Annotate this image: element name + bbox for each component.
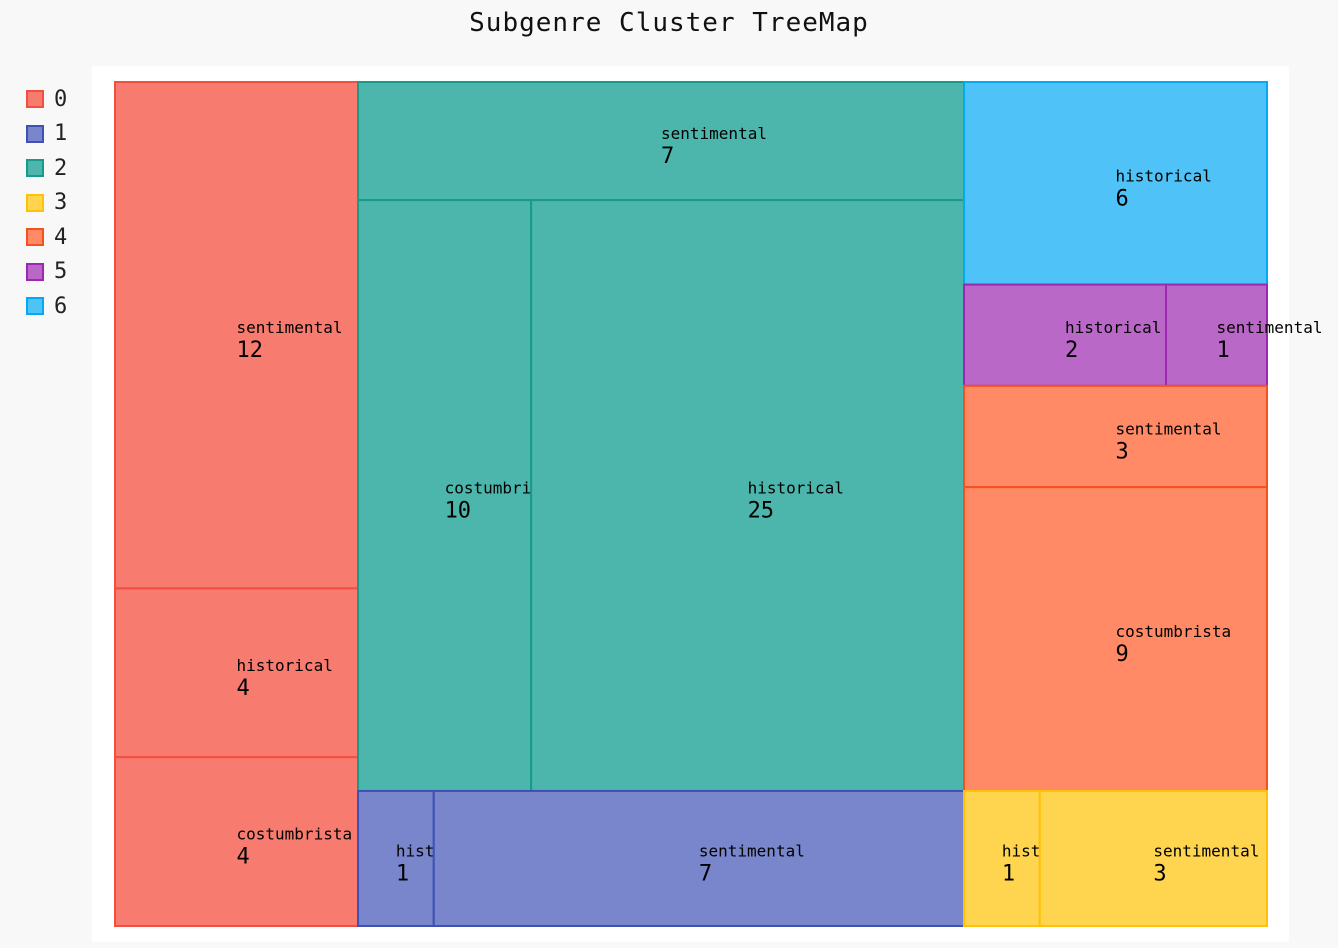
- legend-swatch: [26, 297, 44, 316]
- treemap-value: 25: [748, 499, 775, 524]
- treemap-value: 4: [237, 676, 250, 701]
- treemap-rect[interactable]: [963, 486, 1268, 792]
- treemap-value: 3: [1116, 439, 1129, 464]
- legend-item-2[interactable]: 2: [26, 151, 67, 186]
- treemap-value: 3: [1153, 861, 1166, 886]
- legend-label: 6: [54, 293, 68, 319]
- treemap-label: sentimental: [237, 318, 343, 337]
- treemap-label: sentimental: [699, 841, 805, 860]
- treemap-label: historical: [1116, 166, 1212, 185]
- treemap-label: historical: [237, 656, 333, 675]
- legend-swatch: [26, 193, 44, 212]
- treemap-label: sentimental: [1116, 419, 1222, 438]
- treemap-rect[interactable]: [357, 789, 435, 928]
- legend-label: 0: [54, 86, 68, 112]
- legend-item-0[interactable]: 0: [26, 82, 67, 117]
- legend-swatch: [26, 262, 44, 281]
- legend-swatch: [26, 228, 44, 247]
- treemap-rect[interactable]: [114, 81, 359, 590]
- treemap-rect[interactable]: [963, 81, 1268, 286]
- legend-label: 5: [54, 259, 68, 285]
- legend-item-1[interactable]: 1: [26, 117, 67, 152]
- legend-label: 2: [54, 155, 68, 181]
- treemap-value: 1: [1217, 338, 1230, 363]
- treemap-rect[interactable]: [114, 587, 359, 759]
- treemap-value: 7: [699, 861, 712, 886]
- legend-item-6[interactable]: 6: [26, 289, 67, 324]
- treemap-value: 7: [661, 144, 674, 169]
- treemap-rect[interactable]: [963, 789, 1041, 928]
- legend-item-4[interactable]: 4: [26, 220, 67, 255]
- legend-label: 4: [54, 224, 68, 250]
- chart-title: Subgenre Cluster TreeMap: [469, 8, 869, 38]
- treemap-rect[interactable]: [432, 789, 965, 928]
- legend: 0 1 2 3 4 5 6: [26, 82, 67, 324]
- treemap-label: sentimental: [661, 124, 767, 143]
- treemap-label: sentimental: [1217, 318, 1323, 337]
- legend-label: 3: [54, 190, 68, 216]
- treemap-value: 6: [1116, 186, 1129, 211]
- treemap-label: sentimental: [1153, 841, 1259, 860]
- legend-swatch: [26, 159, 44, 178]
- treemap-rect[interactable]: [114, 756, 359, 928]
- legend-item-3[interactable]: 3: [26, 186, 67, 221]
- treemap-rect[interactable]: [357, 81, 965, 202]
- treemap-value: 2: [1065, 338, 1078, 363]
- treemap-label: historical: [748, 479, 844, 498]
- treemap-label: costumbrista: [237, 825, 353, 844]
- legend-swatch: [26, 124, 44, 143]
- treemap-value: 10: [445, 499, 472, 524]
- treemap-label: costumbrista: [1116, 622, 1232, 641]
- treemap-value: 12: [237, 338, 264, 363]
- treemap-value: 1: [1002, 861, 1015, 886]
- legend-label: 1: [54, 121, 68, 147]
- treemap-rect[interactable]: [963, 384, 1268, 489]
- treemap-value: 1: [396, 861, 409, 886]
- treemap-label: historical: [1065, 318, 1161, 337]
- treemap-rect[interactable]: [1038, 789, 1268, 928]
- treemap-rect[interactable]: [1165, 283, 1268, 387]
- treemap-rect[interactable]: [530, 199, 966, 792]
- treemap-value: 4: [237, 845, 250, 870]
- legend-swatch: [26, 90, 44, 109]
- legend-item-5[interactable]: 5: [26, 255, 67, 290]
- treemap-value: 9: [1116, 642, 1129, 667]
- treemap-rect[interactable]: [963, 283, 1167, 387]
